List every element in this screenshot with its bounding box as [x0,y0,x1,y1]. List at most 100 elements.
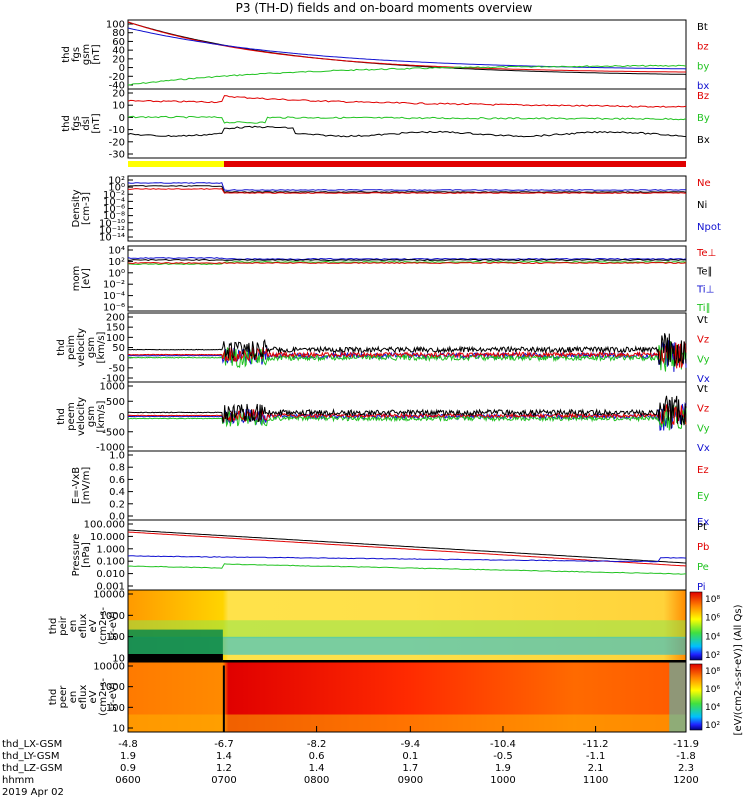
xaxis-row-label: thd_LY-GSM [2,751,59,762]
y-tick-label: 10⁴ [108,246,125,257]
y-tick-label: 1000 [100,382,125,393]
panel-ylabel: Density[cm-3] [71,189,92,227]
panel-peir-eflux: thdpeirenefluxeV(cm2-s-sr-eV)10⁸10⁶10⁴10… [48,589,744,735]
spec-nodata [128,654,223,662]
legend-Te∥: Te∥ [696,266,713,277]
ylabel-line: gsm [86,337,97,358]
y-tick-label: 1.000 [96,544,125,555]
y-tick-label: 0.100 [96,557,125,568]
panel-ylabel: thdpeemvelocitygsm[km/s] [56,397,107,436]
ylabel-line: gsm [81,44,92,65]
ylabel-line: sr-eV) [108,611,119,640]
ylabel-line: thd [61,115,72,132]
legend-Bx: Bx [697,135,710,146]
y-tick-label: 10⁰ [108,268,125,279]
ylabel-line: mom [71,266,82,292]
legend-Vx: Vx [697,374,710,385]
ylabel-line: thd [61,46,72,63]
ylabel-line: [km/s] [96,400,107,432]
legend-bx: bx [697,81,709,92]
legend-Vx: Vx [697,443,710,454]
y-tick-label: 10⁰ [108,183,125,194]
y-tick-label: 50 [112,343,125,354]
y-tick-label: 40 [112,46,125,57]
xaxis-value: 1.9 [120,751,136,762]
ylabel-line: fgs [71,47,82,62]
xaxis-value: 1.9 [495,763,511,774]
ylabel-line: [eV] [81,268,92,289]
series-Te⊥ [127,261,687,265]
spec-band-green [128,620,686,639]
ylabel-line: eV [88,690,99,703]
y-tick-label: -30 [109,150,125,161]
legend-Vt: Vt [697,315,708,326]
panel-frame [127,88,687,159]
colorbar-tick: 10² [705,721,720,731]
y-tick-label: -50 [109,363,125,374]
y-tick-label: -40 [109,81,125,92]
y-tick-label: -20 [109,137,125,148]
series-Vt [127,395,687,429]
y-tick-label: 0.001 [96,582,125,593]
colorbar-tick: 10⁴ [705,632,720,642]
legend-Pt: Pt [697,522,707,533]
y-tick-label: 10000 [93,590,125,601]
panel-peer-eflux: thdpeerenefluxeV(cm2-s-sr-eV) 10⁸ 10⁶ 10⁴ 10… [48,661,720,735]
panel-peem-velocity: thdpeemvelocitygsm[km/s] 1000 500 0 -500 -100… [56,381,710,454]
y-tick-label: 10⁻⁴ [103,291,125,302]
x-axis: thd_LX-GSM -4.8 -6.7 -8.2 -9.4 -10.4 -11.2 -11.… [2,726,699,798]
series-Vz [128,404,687,427]
xaxis-value: -0.5 [493,751,513,762]
xaxis-value: 1100 [583,775,608,786]
y-tick-label: -20 [109,72,125,83]
legend-Ne: Ne [697,178,711,189]
y-tick-label: 10⁻¹⁰ [99,218,125,229]
series-By [127,115,687,124]
ylabel-line: peir [58,615,69,635]
xaxis-row-label: hhmm [2,775,34,786]
xaxis-value: -4.8 [118,739,138,750]
ylabel-line: thd [56,339,67,356]
xaxis-date: 2019 Apr 02 [2,787,64,798]
panel-peim-velocity: thdpeimvelocitygsm[km/s] 200150100500-50-… [56,312,710,385]
ylabel-line: (cm2-s- [98,607,109,645]
legend-Pb: Pb [697,542,709,553]
series-Vy [127,341,687,372]
y-tick-label: -500 [102,427,125,438]
y-tick-label: 10000 [93,662,125,673]
series-Ne [127,188,687,194]
panel-ylabel: thdpeirenefluxeV(cm2-s-sr-eV) [48,607,119,645]
panel-frame [127,519,687,591]
y-tick-label: 10⁻⁸ [103,211,125,222]
xaxis-value: 1.2 [216,763,232,774]
panel-frame [127,19,687,90]
ylabel-line: eflux [78,614,89,639]
y-tick-label: 10 [112,724,125,735]
y-tick-label: -10 [109,125,125,136]
y-tick-label: 0 [119,353,125,364]
panel-ylabel: E=-VxB[mV/m] [71,467,92,505]
spec-band-low [128,714,686,732]
xaxis-value: 0900 [398,775,423,786]
legend-Ti∥: Ti∥ [696,303,711,314]
colorbar-tick: 10⁸ [705,667,720,677]
panel-efield: E=-VxB[mV/m] 1.00.80.60.40.2 0.0 Ez Ey Ex [71,450,709,528]
legend-By: By [697,113,710,124]
spec-band-cyan [128,636,686,655]
y-tick-label: 150 [106,323,125,334]
xaxis-value: 0.9 [120,763,136,774]
xaxis-value: 1.4 [216,751,232,762]
legend-Vz: Vz [697,404,709,415]
spec-gap-line [222,665,225,732]
ylabel-line: eV [88,619,99,632]
xaxis-value: -11.9 [673,739,699,750]
series-Pe [127,563,687,575]
series-Vy [127,404,687,431]
y-tick-label: 10⁻¹² [99,225,125,236]
ylabel-line: Pressure [71,534,82,577]
xaxis-value: -8.2 [307,739,327,750]
series-bx [127,27,687,70]
